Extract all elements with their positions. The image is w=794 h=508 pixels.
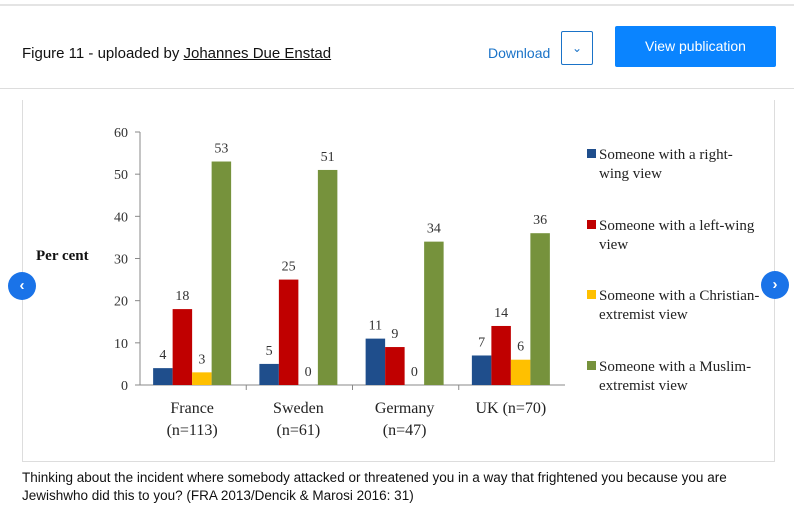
category-sublabel: (n=61) xyxy=(277,422,321,439)
data-label: 4 xyxy=(159,348,166,363)
bar xyxy=(424,241,444,385)
download-dropdown-button[interactable]: ⌄ xyxy=(561,31,593,65)
y-tick-label: 40 xyxy=(114,210,128,225)
view-publication-button[interactable]: View publication xyxy=(615,26,776,67)
bar xyxy=(491,325,511,385)
data-label: 36 xyxy=(533,213,547,228)
bar xyxy=(153,368,173,385)
data-label: 14 xyxy=(494,306,508,321)
previous-figure-button[interactable]: ‹ xyxy=(8,272,36,300)
legend-label: Someone with a right- xyxy=(599,147,733,163)
title-prefix: Figure 11 - uploaded by xyxy=(22,45,184,62)
figure-caption: Thinking about the incident where somebo… xyxy=(22,470,727,503)
data-label: 51 xyxy=(321,150,335,165)
y-tick-label: 60 xyxy=(114,126,128,141)
category-sublabel: (n=47) xyxy=(383,422,427,439)
bar xyxy=(278,279,299,385)
data-label: 7 xyxy=(478,335,485,350)
data-label: 0 xyxy=(411,365,418,380)
bar xyxy=(172,309,193,385)
download-button[interactable]: Download xyxy=(488,45,551,61)
category-sublabel: (n=113) xyxy=(167,422,218,439)
bar xyxy=(365,338,386,385)
category-label: UK (n=70) xyxy=(475,400,546,417)
data-label: 18 xyxy=(175,289,189,304)
data-label: 11 xyxy=(369,319,382,334)
legend-label: wing view xyxy=(599,166,662,182)
author-link[interactable]: Johannes Due Enstad xyxy=(183,45,332,62)
legend-swatch xyxy=(587,290,596,299)
chevron-right-icon: › xyxy=(772,276,778,293)
figure-title: Figure 11 - uploaded by Johannes Due Ens… xyxy=(22,45,331,62)
bar xyxy=(192,372,212,385)
bar xyxy=(317,169,338,385)
category-label: France xyxy=(170,400,214,417)
legend-label: Someone with a left-wing xyxy=(599,218,755,234)
legend-label: view xyxy=(599,237,628,253)
bar xyxy=(471,355,492,385)
legend-label: Someone with a Muslim- xyxy=(599,359,751,375)
category-label: Sweden xyxy=(273,400,324,417)
y-tick-label: 50 xyxy=(114,168,128,183)
data-label: 34 xyxy=(427,222,441,237)
data-label: 5 xyxy=(266,344,273,359)
bar xyxy=(259,363,279,385)
bar xyxy=(530,233,550,385)
legend-swatch xyxy=(587,149,596,158)
figure-header: Figure 11 - uploaded by Johannes Due Ens… xyxy=(0,6,794,89)
legend-swatch xyxy=(587,361,596,370)
legend-label: Someone with a Christian- xyxy=(599,288,759,304)
y-tick-label: 10 xyxy=(114,337,128,352)
y-tick-label: 0 xyxy=(121,379,128,394)
legend-label: extremist view xyxy=(599,378,688,394)
data-label: 0 xyxy=(305,365,312,380)
top-divider xyxy=(0,4,794,6)
y-tick-label: 20 xyxy=(114,295,128,310)
category-label: Germany xyxy=(375,400,435,417)
chevron-down-icon: ⌄ xyxy=(571,41,583,55)
data-label: 6 xyxy=(517,340,524,355)
bar xyxy=(385,347,405,385)
legend-swatch xyxy=(587,220,596,229)
y-tick-label: 30 xyxy=(114,253,128,268)
y-axis-label: Per cent xyxy=(36,248,89,264)
bar xyxy=(510,359,531,385)
bar xyxy=(211,161,232,385)
legend-label: extremist view xyxy=(599,307,688,323)
data-label: 9 xyxy=(391,327,398,342)
data-label: 25 xyxy=(282,260,296,275)
data-label: 3 xyxy=(198,352,205,367)
next-figure-button[interactable]: › xyxy=(761,271,789,299)
chevron-left-icon: ‹ xyxy=(19,277,25,294)
data-label: 53 xyxy=(214,142,228,157)
